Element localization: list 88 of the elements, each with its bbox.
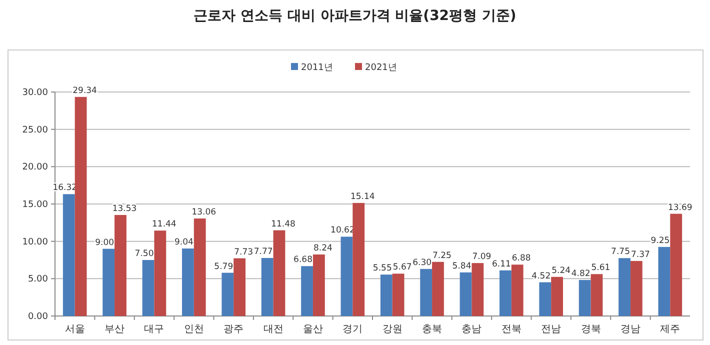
bar [182, 248, 194, 316]
data-label: 11.44 [152, 220, 176, 230]
bar [658, 246, 670, 316]
bar [194, 218, 206, 316]
bar [590, 274, 603, 316]
x-tick-label: 경북 [580, 324, 601, 335]
data-label: 6.30 [412, 258, 432, 268]
data-label: 13.06 [192, 207, 216, 218]
data-label: 7.75 [611, 247, 630, 258]
bar [234, 258, 246, 316]
bar [154, 230, 166, 316]
bar [62, 194, 75, 316]
data-label: 9.04 [174, 238, 194, 248]
bar [261, 258, 274, 316]
x-tick-label: 전북 [501, 324, 522, 335]
data-label: 5.55 [372, 264, 392, 274]
x-tick-label: 서울 [64, 324, 85, 335]
bar [511, 264, 524, 316]
x-tick-label: 대전 [263, 324, 284, 335]
data-label: 5.24 [552, 266, 571, 276]
bar [432, 262, 444, 316]
bar [500, 270, 512, 316]
bar [142, 260, 154, 316]
x-tick-label: 인천 [184, 324, 204, 335]
bar [340, 236, 353, 316]
bar [630, 260, 642, 316]
bar [551, 276, 563, 316]
data-label: 7.50 [134, 249, 154, 259]
chart-title: 근로자 연소득 대비 아파트가격 비율(32평형 기준) [194, 8, 516, 24]
x-tick-label: 충남 [462, 324, 482, 335]
y-tick-label: 25.00 [22, 125, 48, 136]
bar [670, 214, 682, 316]
data-label: 15.14 [350, 192, 375, 202]
data-label: 11.48 [271, 219, 296, 230]
bar [420, 268, 432, 316]
data-label: 7.09 [472, 252, 492, 262]
data-label: 6.68 [294, 255, 312, 266]
data-label: 5.67 [392, 262, 412, 273]
bar [460, 272, 472, 316]
data-label: 7.73 [234, 247, 254, 258]
y-tick-label: 10.00 [22, 237, 48, 248]
x-tick-label: 제주 [660, 324, 680, 335]
data-label: 4.82 [571, 269, 590, 280]
x-tick-label: 부산 [104, 324, 125, 335]
bar [392, 274, 404, 316]
data-label: 6.11 [492, 259, 511, 270]
legend-label: 2011년 [301, 63, 333, 73]
data-label: 9.00 [95, 238, 114, 248]
y-tick-label: 5.00 [28, 274, 48, 285]
bar [222, 272, 234, 316]
bar [539, 282, 552, 316]
y-tick-label: 0.00 [28, 312, 48, 322]
data-label: 8.24 [313, 243, 332, 254]
data-label: 7.37 [630, 250, 650, 260]
data-label: 6.88 [512, 254, 531, 264]
bar [312, 254, 325, 316]
x-tick-label: 충북 [422, 324, 442, 335]
data-label: 13.53 [112, 204, 137, 214]
y-tick-label: 30.00 [22, 88, 48, 98]
data-label: 4.52 [532, 271, 551, 282]
bar [472, 263, 484, 316]
x-tick-label: 대구 [144, 324, 164, 335]
bar [301, 266, 313, 316]
y-tick-label: 15.00 [22, 200, 48, 210]
y-tick-label: 20.00 [22, 162, 48, 173]
bar [114, 214, 126, 316]
data-label: 13.69 [668, 202, 692, 213]
x-tick-label: 강원 [382, 324, 402, 335]
data-label: 7.77 [254, 246, 273, 257]
x-tick-label: 광주 [224, 324, 244, 335]
data-label: 29.34 [72, 86, 97, 96]
bar [273, 230, 286, 316]
bar [352, 202, 365, 316]
bar [578, 280, 591, 316]
data-label: 5.84 [452, 261, 472, 272]
bar [102, 248, 115, 316]
x-tick-label: 울산 [302, 324, 323, 335]
bar [618, 258, 630, 316]
x-tick-label: 전남 [541, 324, 562, 335]
data-label: 5.61 [591, 263, 610, 274]
data-label: 5.79 [214, 262, 234, 272]
x-tick-label: 경남 [620, 324, 640, 335]
bar [74, 96, 87, 316]
bar [380, 274, 392, 316]
data-label: 7.25 [432, 250, 452, 261]
data-label: 9.25 [650, 236, 670, 246]
legend-label: 2021년 [365, 63, 397, 73]
x-tick-label: 경기 [342, 324, 363, 335]
